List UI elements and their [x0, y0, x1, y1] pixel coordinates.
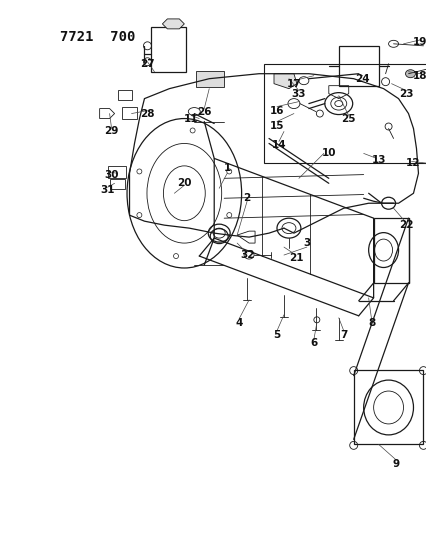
Bar: [374, 218, 408, 283]
Text: 27: 27: [140, 59, 155, 69]
Text: 17: 17: [287, 79, 301, 88]
Text: 16: 16: [270, 106, 284, 116]
Text: 33: 33: [291, 88, 306, 99]
Text: 25: 25: [342, 114, 356, 124]
Text: 20: 20: [177, 179, 192, 188]
Text: 5: 5: [273, 330, 281, 340]
Text: 11: 11: [184, 114, 199, 124]
Polygon shape: [162, 19, 184, 29]
Text: 14: 14: [272, 140, 286, 150]
Text: 24: 24: [355, 74, 370, 84]
Text: 12: 12: [406, 158, 421, 168]
Text: 10: 10: [321, 148, 336, 158]
Text: 29: 29: [104, 126, 119, 136]
Text: 4: 4: [235, 318, 243, 328]
Text: 28: 28: [140, 109, 155, 118]
Bar: [354, 369, 423, 445]
Bar: [107, 166, 125, 179]
Bar: [122, 107, 137, 118]
Bar: [110, 179, 125, 189]
Text: 18: 18: [413, 71, 428, 80]
Text: 2: 2: [244, 193, 251, 203]
Bar: [264, 64, 428, 164]
Text: 3: 3: [303, 238, 310, 248]
Ellipse shape: [405, 70, 416, 78]
Text: 23: 23: [399, 88, 414, 99]
Text: 6: 6: [310, 338, 318, 348]
Text: 7: 7: [340, 330, 348, 340]
Text: 13: 13: [372, 156, 386, 165]
Text: 1: 1: [223, 163, 231, 173]
Text: 30: 30: [104, 171, 119, 180]
Bar: [118, 90, 131, 100]
Bar: [196, 71, 224, 87]
Text: 15: 15: [270, 120, 284, 131]
Text: 21: 21: [288, 253, 303, 263]
Text: 32: 32: [240, 250, 254, 260]
Text: 7721  700: 7721 700: [59, 30, 135, 44]
Polygon shape: [274, 74, 297, 88]
Text: 31: 31: [100, 185, 115, 195]
Bar: [152, 27, 186, 72]
Text: 9: 9: [393, 459, 400, 469]
Bar: [339, 46, 379, 86]
Text: 22: 22: [399, 220, 414, 230]
Text: 8: 8: [368, 318, 375, 328]
Text: 26: 26: [197, 107, 211, 117]
Text: 19: 19: [413, 37, 428, 47]
